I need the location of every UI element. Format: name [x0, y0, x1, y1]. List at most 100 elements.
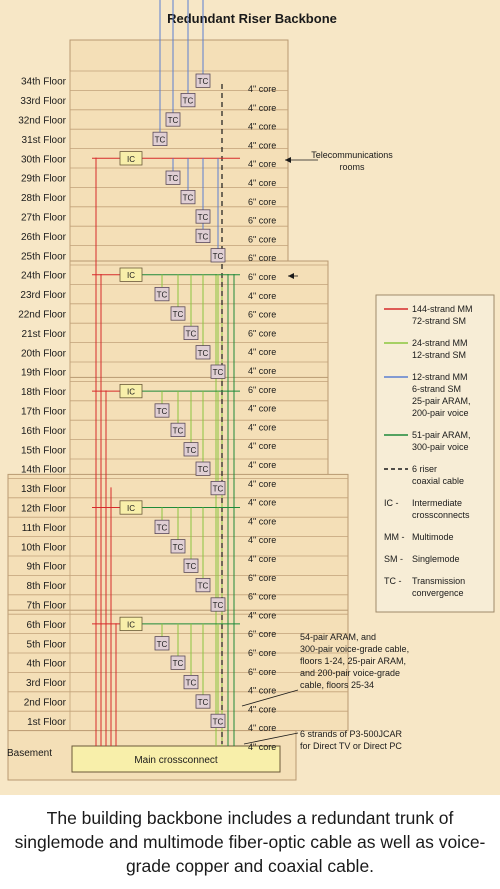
core-label: 6" core — [248, 385, 276, 395]
floor-label: 29th Floor — [21, 174, 67, 185]
coax-note-leader — [243, 732, 299, 745]
core-label: 4" core — [248, 84, 276, 94]
tc-box-label: TC — [183, 194, 194, 203]
riser-backbone-diagram: Redundant Riser Backbone TC TC TC TC TC TC TC T… — [0, 0, 500, 795]
floor-label: 28th Floor — [21, 193, 67, 204]
legend-text: 6-strand SM — [412, 384, 461, 394]
core-label: 4" core — [248, 441, 276, 451]
legend-text: 12-strand MM — [412, 372, 468, 382]
tc-box — [154, 519, 170, 535]
legend-text: Singlemode — [412, 554, 460, 564]
floor-label: 4th Floor — [27, 659, 67, 670]
tc-box-label: TC — [213, 368, 224, 377]
floor-label: 20th Floor — [21, 348, 67, 359]
ic-box-label: IC — [127, 155, 135, 164]
floor-label: 25th Floor — [21, 251, 67, 262]
building-sections — [7, 39, 349, 781]
tc-box-label: TC — [198, 213, 209, 222]
coax-note-line: 6 strands of P3-500JCAR — [300, 729, 403, 739]
floor-label: 33rd Floor — [20, 96, 66, 107]
floor-label: 8th Floor — [27, 581, 67, 592]
core-label: 6" core — [248, 573, 276, 583]
core-label: 4" core — [248, 742, 276, 752]
tc-box-label: TC — [198, 698, 209, 707]
voice-note-leader — [241, 689, 299, 707]
floor-label: 31st Floor — [22, 135, 67, 146]
ic-box — [119, 267, 143, 282]
main-crossconnect-label: Main crossconnect — [134, 755, 218, 766]
tc-box — [195, 694, 211, 709]
tc-box-label: TC — [213, 601, 224, 610]
tc-box — [183, 558, 199, 573]
tc-box-label: TC — [198, 349, 209, 358]
ic-box — [119, 500, 143, 515]
section-upper — [69, 39, 289, 266]
tc-box-label: TC — [173, 543, 184, 552]
tc-box — [195, 345, 211, 360]
tc-box — [210, 713, 226, 729]
legend-text: crossconnects — [412, 510, 470, 520]
core-label: 6" core — [248, 667, 276, 677]
tc-box — [195, 461, 211, 476]
ic-box — [119, 383, 143, 399]
floor-label: 11th Floor — [22, 523, 67, 534]
legend-abbr: SM - — [384, 554, 403, 564]
floor-label: 2nd Floor — [24, 698, 67, 709]
legend-text: Transmission — [412, 576, 465, 586]
tc-box-label: TC — [213, 717, 224, 726]
tc-box-label: TC — [198, 77, 209, 86]
floor-label: 14th Floor — [21, 465, 67, 476]
tc-box-label: TC — [157, 407, 168, 416]
tc-box-label: TC — [183, 97, 194, 106]
legend-abbr: TC - — [384, 576, 402, 586]
tc-box — [210, 248, 226, 263]
legend-text: 12-strand SM — [412, 350, 466, 360]
floor-label: 16th Floor — [21, 426, 67, 437]
tc-box-label: TC — [157, 523, 168, 532]
tc-box — [165, 112, 181, 127]
tc-box — [180, 93, 196, 108]
tc-box — [183, 442, 199, 457]
tc-box — [210, 480, 226, 496]
legend-text: 72-strand SM — [412, 316, 466, 326]
floor-label: 34th Floor — [21, 77, 67, 88]
floor-label: 32nd Floor — [18, 116, 66, 127]
core-label: 4" core — [248, 159, 276, 169]
core-label: 4" core — [248, 178, 276, 188]
core-label: 4" core — [248, 516, 276, 526]
tc-box — [210, 364, 226, 379]
tc-box-label: TC — [213, 485, 224, 494]
legend-abbr: MM - — [384, 532, 405, 542]
tc-box — [210, 597, 226, 612]
ic-box-label: IC — [127, 620, 135, 629]
core-label: 6" core — [248, 234, 276, 244]
tc-box-label: TC — [213, 252, 224, 261]
legend-text: convergence — [412, 588, 464, 598]
floor-label: 6th Floor — [27, 620, 67, 631]
core-label: 4" core — [248, 723, 276, 733]
tc-box — [170, 422, 186, 438]
tc-box-label: TC — [173, 426, 184, 435]
tc-box-label: TC — [155, 135, 166, 144]
core-labels: 4" core 4" core 4" core 4" core 4" core 4" co… — [248, 84, 276, 752]
tc-box-label: TC — [186, 446, 197, 455]
tc-box — [154, 403, 170, 418]
core-label: 4" core — [248, 103, 276, 113]
floor-label: 27th Floor — [21, 213, 67, 224]
core-label: 4" core — [248, 122, 276, 132]
tc-box — [195, 209, 211, 224]
tc-box — [154, 286, 170, 302]
basement-label: Basement — [7, 748, 52, 759]
tc-box — [183, 325, 199, 341]
core-label: 4" core — [248, 422, 276, 432]
floor-label: 7th Floor — [27, 601, 67, 612]
ic-box — [119, 616, 143, 632]
floor-label: 17th Floor — [21, 407, 67, 418]
core-label: 4" core — [248, 140, 276, 150]
voice-note-line: 54-pair ARAM, and — [300, 632, 376, 642]
tc-box-label: TC — [168, 174, 179, 183]
voice-note-line: 300-pair voice-grade cable, — [300, 644, 409, 654]
core-label: 6" core — [248, 629, 276, 639]
legend-text: 24-strand MM — [412, 338, 468, 348]
